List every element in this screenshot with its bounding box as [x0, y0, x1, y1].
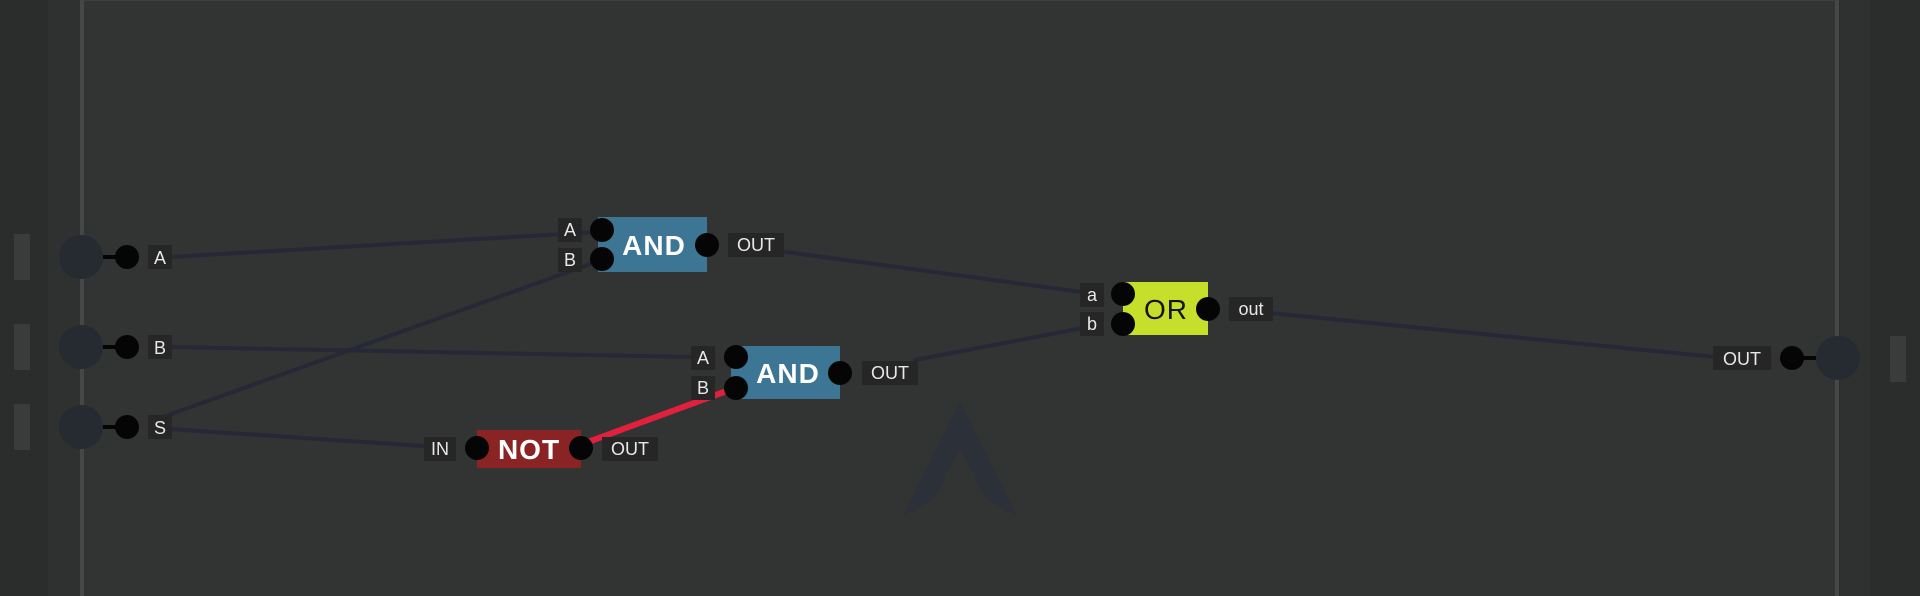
wire-not-out-to-and2-b-active[interactable]	[585, 389, 727, 445]
left-gutter-strip	[48, 0, 81, 596]
workspace[interactable]	[80, 0, 1839, 596]
and-gate-1-pin-a[interactable]	[590, 218, 614, 242]
and-gate-1-in-b-label-bg	[558, 248, 582, 272]
not-gate-pin-out[interactable]	[569, 436, 593, 460]
left-side-tab-2[interactable]	[14, 324, 30, 370]
not-gate-out-label: OUT	[611, 439, 649, 459]
output-node-label-bg	[1713, 346, 1771, 370]
and-gate-1-out-label-bg	[728, 233, 784, 257]
not-gate-out-label-bg	[602, 437, 658, 461]
or-gate-pin-out[interactable]	[1196, 297, 1220, 321]
output-node-label: OUT	[1723, 349, 1761, 369]
not-gate-pin-in[interactable]	[465, 436, 489, 460]
or-gate-in-b-label-bg	[1080, 312, 1104, 336]
or-gate-body[interactable]	[1123, 282, 1208, 335]
or-gate-in-a-label-bg	[1080, 283, 1104, 307]
and-gate-2[interactable]: AND A B OUT	[691, 345, 918, 400]
and-gate-1-pin-b[interactable]	[590, 247, 614, 271]
and-gate-2-in-a-label-bg	[691, 346, 715, 370]
arch-logo-watermark	[902, 402, 1018, 518]
or-gate-in-b-label: b	[1087, 314, 1097, 334]
and-gate-2-pin-a[interactable]	[724, 345, 748, 369]
left-side-tab-3[interactable]	[14, 404, 30, 450]
input-node-a-label-bg	[148, 245, 172, 269]
input-node-a-label: A	[154, 248, 166, 268]
input-node-a-circle[interactable]	[59, 235, 103, 279]
output-node-circle[interactable]	[1816, 336, 1860, 380]
or-gate[interactable]: OR a b out	[1080, 282, 1273, 336]
input-node-b-label-bg	[148, 335, 172, 359]
wire-input-b-to-and2-a[interactable]	[168, 345, 696, 359]
and-gate-2-in-b-label-bg	[691, 376, 715, 400]
input-node-s-label-bg	[148, 415, 172, 439]
not-gate[interactable]: NOT IN OUT	[424, 430, 658, 468]
and-gate-1-pin-out[interactable]	[695, 233, 719, 257]
input-node-b-label: B	[154, 338, 166, 358]
wire-and2-out-to-or-b[interactable]	[913, 326, 1085, 362]
input-node-s-circle[interactable]	[59, 405, 103, 449]
and-gate-1-in-a-label: A	[564, 220, 576, 240]
wire-input-s-to-not-in[interactable]	[168, 427, 425, 448]
and-gate-1-out-label: OUT	[737, 235, 775, 255]
and-gate-2-pin-out[interactable]	[828, 361, 852, 385]
input-node-b-pin[interactable]	[115, 335, 139, 359]
or-gate-out-label-bg	[1229, 297, 1273, 321]
input-node-a-pin[interactable]	[115, 245, 139, 269]
and-gate-2-pin-b[interactable]	[724, 376, 748, 400]
or-gate-out-label: out	[1238, 299, 1263, 319]
and-gate-1-in-a-label-bg	[558, 218, 582, 242]
and-gate-2-out-label-bg	[862, 361, 918, 385]
not-gate-body[interactable]	[477, 430, 581, 468]
input-node-s[interactable]: S	[59, 405, 172, 449]
left-side-tab-1[interactable]	[14, 234, 30, 280]
wire-input-a-to-and1-a[interactable]	[168, 230, 600, 259]
and-gate-2-label: AND	[756, 358, 820, 389]
and-gate-1-in-b-label: B	[564, 250, 576, 270]
input-node-s-label: S	[154, 418, 166, 438]
or-gate-in-a-label: a	[1087, 285, 1098, 305]
wires	[158, 230, 1717, 448]
not-gate-in-label: IN	[431, 439, 449, 459]
and-gate-2-in-b-label: B	[697, 378, 709, 398]
right-gutter-strip	[1840, 0, 1870, 596]
wire-and1-out-to-or-a[interactable]	[784, 250, 1084, 294]
not-gate-label: NOT	[498, 434, 560, 465]
input-node-a[interactable]: A	[59, 235, 172, 279]
input-node-s-pin[interactable]	[115, 415, 139, 439]
and-gate-1[interactable]: AND A B OUT	[558, 217, 784, 272]
input-node-b-circle[interactable]	[59, 325, 103, 369]
or-gate-pin-a[interactable]	[1111, 282, 1135, 306]
not-gate-in-label-bg	[424, 437, 456, 461]
and-gate-2-body[interactable]	[731, 346, 840, 399]
right-side-tab[interactable]	[1890, 336, 1906, 382]
and-gate-1-body[interactable]	[598, 217, 707, 272]
or-gate-pin-b[interactable]	[1111, 312, 1135, 336]
and-gate-2-out-label: OUT	[871, 363, 909, 383]
output-node[interactable]: OUT	[1713, 336, 1860, 380]
or-gate-label: OR	[1144, 294, 1188, 325]
left-gutter	[0, 0, 48, 596]
wire-input-s-to-and1-b[interactable]	[158, 260, 598, 420]
and-gate-2-in-a-label: A	[697, 348, 709, 368]
wire-or-out-to-output[interactable]	[1268, 311, 1717, 359]
and-gate-1-label: AND	[622, 230, 686, 261]
input-node-b[interactable]: B	[59, 325, 172, 369]
